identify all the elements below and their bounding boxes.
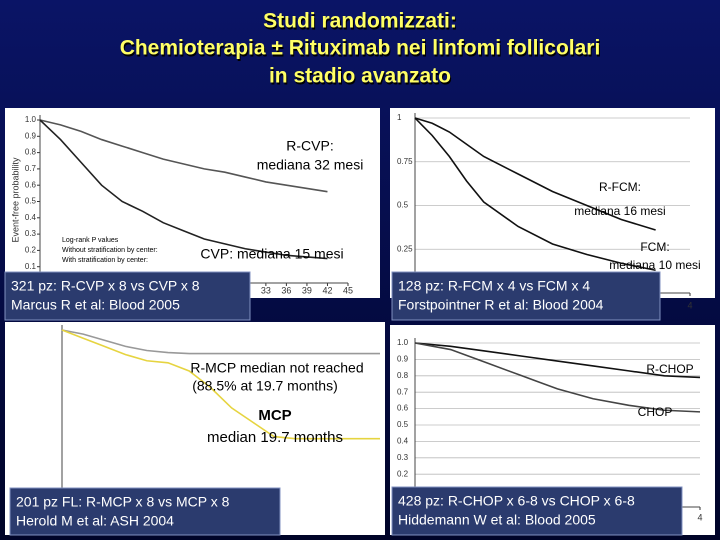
y-tick-label: 0.5 (397, 201, 409, 210)
caption: Hiddemann W et al: Blood 2005 (398, 512, 596, 528)
annotation: R-CHOP (646, 362, 693, 376)
caption: 428 pz: R-CHOP x 6-8 vs CHOP x 6-8 (398, 493, 635, 509)
y-axis-label: Event-free probability (10, 157, 20, 243)
y-tick-label: 1.0 (25, 115, 37, 124)
annotation: mediana 10 mesi (609, 258, 700, 272)
annotation: MCP (258, 407, 291, 424)
y-tick-label: 0.9 (397, 355, 409, 364)
caption: Marcus R et al: Blood 2005 (11, 297, 180, 313)
caption: 201 pz FL: R-MCP x 8 vs MCP x 8 (16, 494, 230, 510)
panel-background (5, 108, 380, 298)
annotation: mediana 32 mesi (257, 157, 364, 173)
y-tick-label: 0.4 (25, 213, 37, 222)
x-tick-label: 33 (261, 285, 271, 295)
survival-curve (61, 329, 380, 440)
annotation: Without stratification by center: (62, 247, 158, 254)
title: in stadio avanzato (269, 65, 451, 88)
y-tick-label: 1 (397, 113, 402, 122)
annotation: With stratification by center: (62, 257, 148, 264)
y-tick-label: 0.8 (25, 148, 37, 157)
caption-box (391, 271, 661, 321)
annotation: R-CVP: (286, 138, 333, 154)
annotation: mediana 16 mesi (574, 204, 665, 218)
survival-curve (414, 117, 656, 231)
y-tick-label: 0.5 (25, 197, 37, 206)
survival-curve (414, 117, 656, 272)
caption: Herold M et al: ASH 2004 (16, 513, 174, 529)
survival-curve (61, 329, 380, 355)
caption: 128 pz: R-FCM x 4 vs FCM x 4 (398, 278, 590, 294)
annotation: R-MCP median not reached (190, 360, 363, 376)
survival-curve (39, 119, 328, 260)
title-shadow: Studi randomizzati: (264, 12, 458, 35)
chart-panel: 0.00.10.20.30.40.50.60.70.80.91.03033363… (4, 108, 380, 321)
y-tick-label: 0.2 (397, 469, 409, 478)
y-tick-label: 0.3 (397, 453, 409, 462)
title-shadow: in stadio avanzato (270, 67, 452, 90)
caption-box (391, 486, 683, 536)
x-tick-label: 45 (343, 285, 353, 295)
y-tick-label: 0.4 (397, 437, 409, 446)
annotation: CVP: mediana 15 mesi (200, 246, 343, 262)
survival-curve (39, 119, 328, 193)
annotation: FCM: (640, 240, 669, 254)
caption-box (4, 271, 251, 321)
x-tick-label: 36 (281, 285, 291, 295)
y-tick-label: 0.25 (397, 244, 413, 253)
annotation: median 19.7 months (207, 429, 343, 446)
x-tick-label: 4 (687, 300, 692, 310)
chart-panel: 0.25 0.5 0.75 1 4 R-FCM: mediana 16 mesi FCM: me… (390, 108, 715, 321)
chart-panel: R-MCP median not reached (88.5% at 19.7 m… (5, 322, 385, 536)
y-tick-label: 0.75 (397, 157, 413, 166)
x-tick-label: 42 (322, 285, 332, 295)
panel-background (390, 108, 715, 298)
title-shadow: Chemioterapia ± Rituximab nei linfomi fo… (121, 39, 602, 62)
caption: Forstpointner R et al: Blood 2004 (398, 297, 604, 313)
y-tick-label: 0.1 (25, 262, 37, 271)
annotation: Log-rank P values (62, 237, 119, 244)
x-tick-label: 39 (302, 285, 312, 295)
y-tick-label: 0.6 (397, 404, 409, 413)
y-tick-label: 0.5 (397, 420, 409, 429)
y-tick-label: 1.0 (397, 338, 409, 347)
title: Chemioterapia ± Rituximab nei linfomi fo… (120, 37, 601, 60)
y-tick-label: 0.7 (397, 387, 409, 396)
y-tick-label: 0.3 (25, 229, 37, 238)
annotation: R-FCM: (599, 180, 641, 194)
title: Studi randomizzati: (263, 10, 457, 33)
y-tick-label: 0.7 (25, 164, 37, 173)
y-tick-label: 0.2 (25, 246, 37, 255)
chart-panel: 0.2 0.3 0.4 0.5 0.6 0.7 0.8 0.9 1.0 4 R-CHOP CHOP 42… (390, 325, 715, 536)
caption: 321 pz: R-CVP x 8 vs CVP x 8 (11, 278, 200, 294)
x-tick-label: 4 (697, 512, 702, 522)
caption-box (9, 487, 281, 536)
y-tick-label: 0.6 (25, 180, 37, 189)
survival-curve (414, 342, 701, 413)
survival-curve (414, 342, 701, 379)
y-tick-label: 0.9 (25, 131, 37, 140)
annotation: CHOP (638, 405, 673, 419)
y-tick-label: 0.8 (397, 371, 409, 380)
annotation: (88.5% at 19.7 months) (192, 378, 338, 394)
